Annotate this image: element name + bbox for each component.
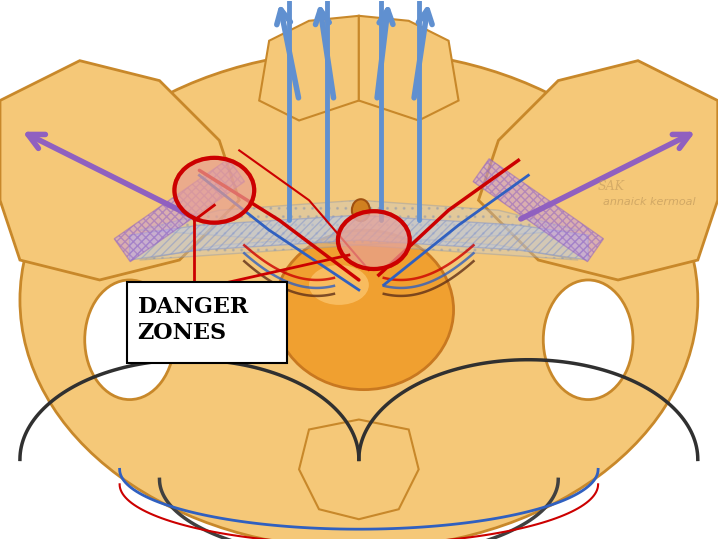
- Polygon shape: [0, 60, 239, 280]
- Ellipse shape: [544, 280, 633, 400]
- Polygon shape: [114, 159, 245, 262]
- Polygon shape: [479, 60, 718, 280]
- Polygon shape: [473, 159, 603, 262]
- Ellipse shape: [20, 51, 698, 540]
- Ellipse shape: [352, 199, 370, 221]
- Text: SAK: SAK: [598, 180, 625, 193]
- Ellipse shape: [274, 230, 454, 390]
- Ellipse shape: [338, 211, 410, 269]
- Ellipse shape: [174, 158, 254, 222]
- Polygon shape: [359, 16, 459, 120]
- Text: annaick kermoal: annaick kermoal: [603, 197, 696, 207]
- Ellipse shape: [309, 265, 369, 305]
- FancyBboxPatch shape: [127, 282, 287, 363]
- Polygon shape: [259, 16, 359, 120]
- Ellipse shape: [338, 211, 410, 269]
- Polygon shape: [299, 420, 418, 519]
- Ellipse shape: [85, 280, 174, 400]
- Text: DANGER
ZONES: DANGER ZONES: [138, 296, 249, 343]
- Polygon shape: [130, 215, 588, 260]
- Polygon shape: [140, 200, 578, 260]
- Ellipse shape: [174, 158, 254, 222]
